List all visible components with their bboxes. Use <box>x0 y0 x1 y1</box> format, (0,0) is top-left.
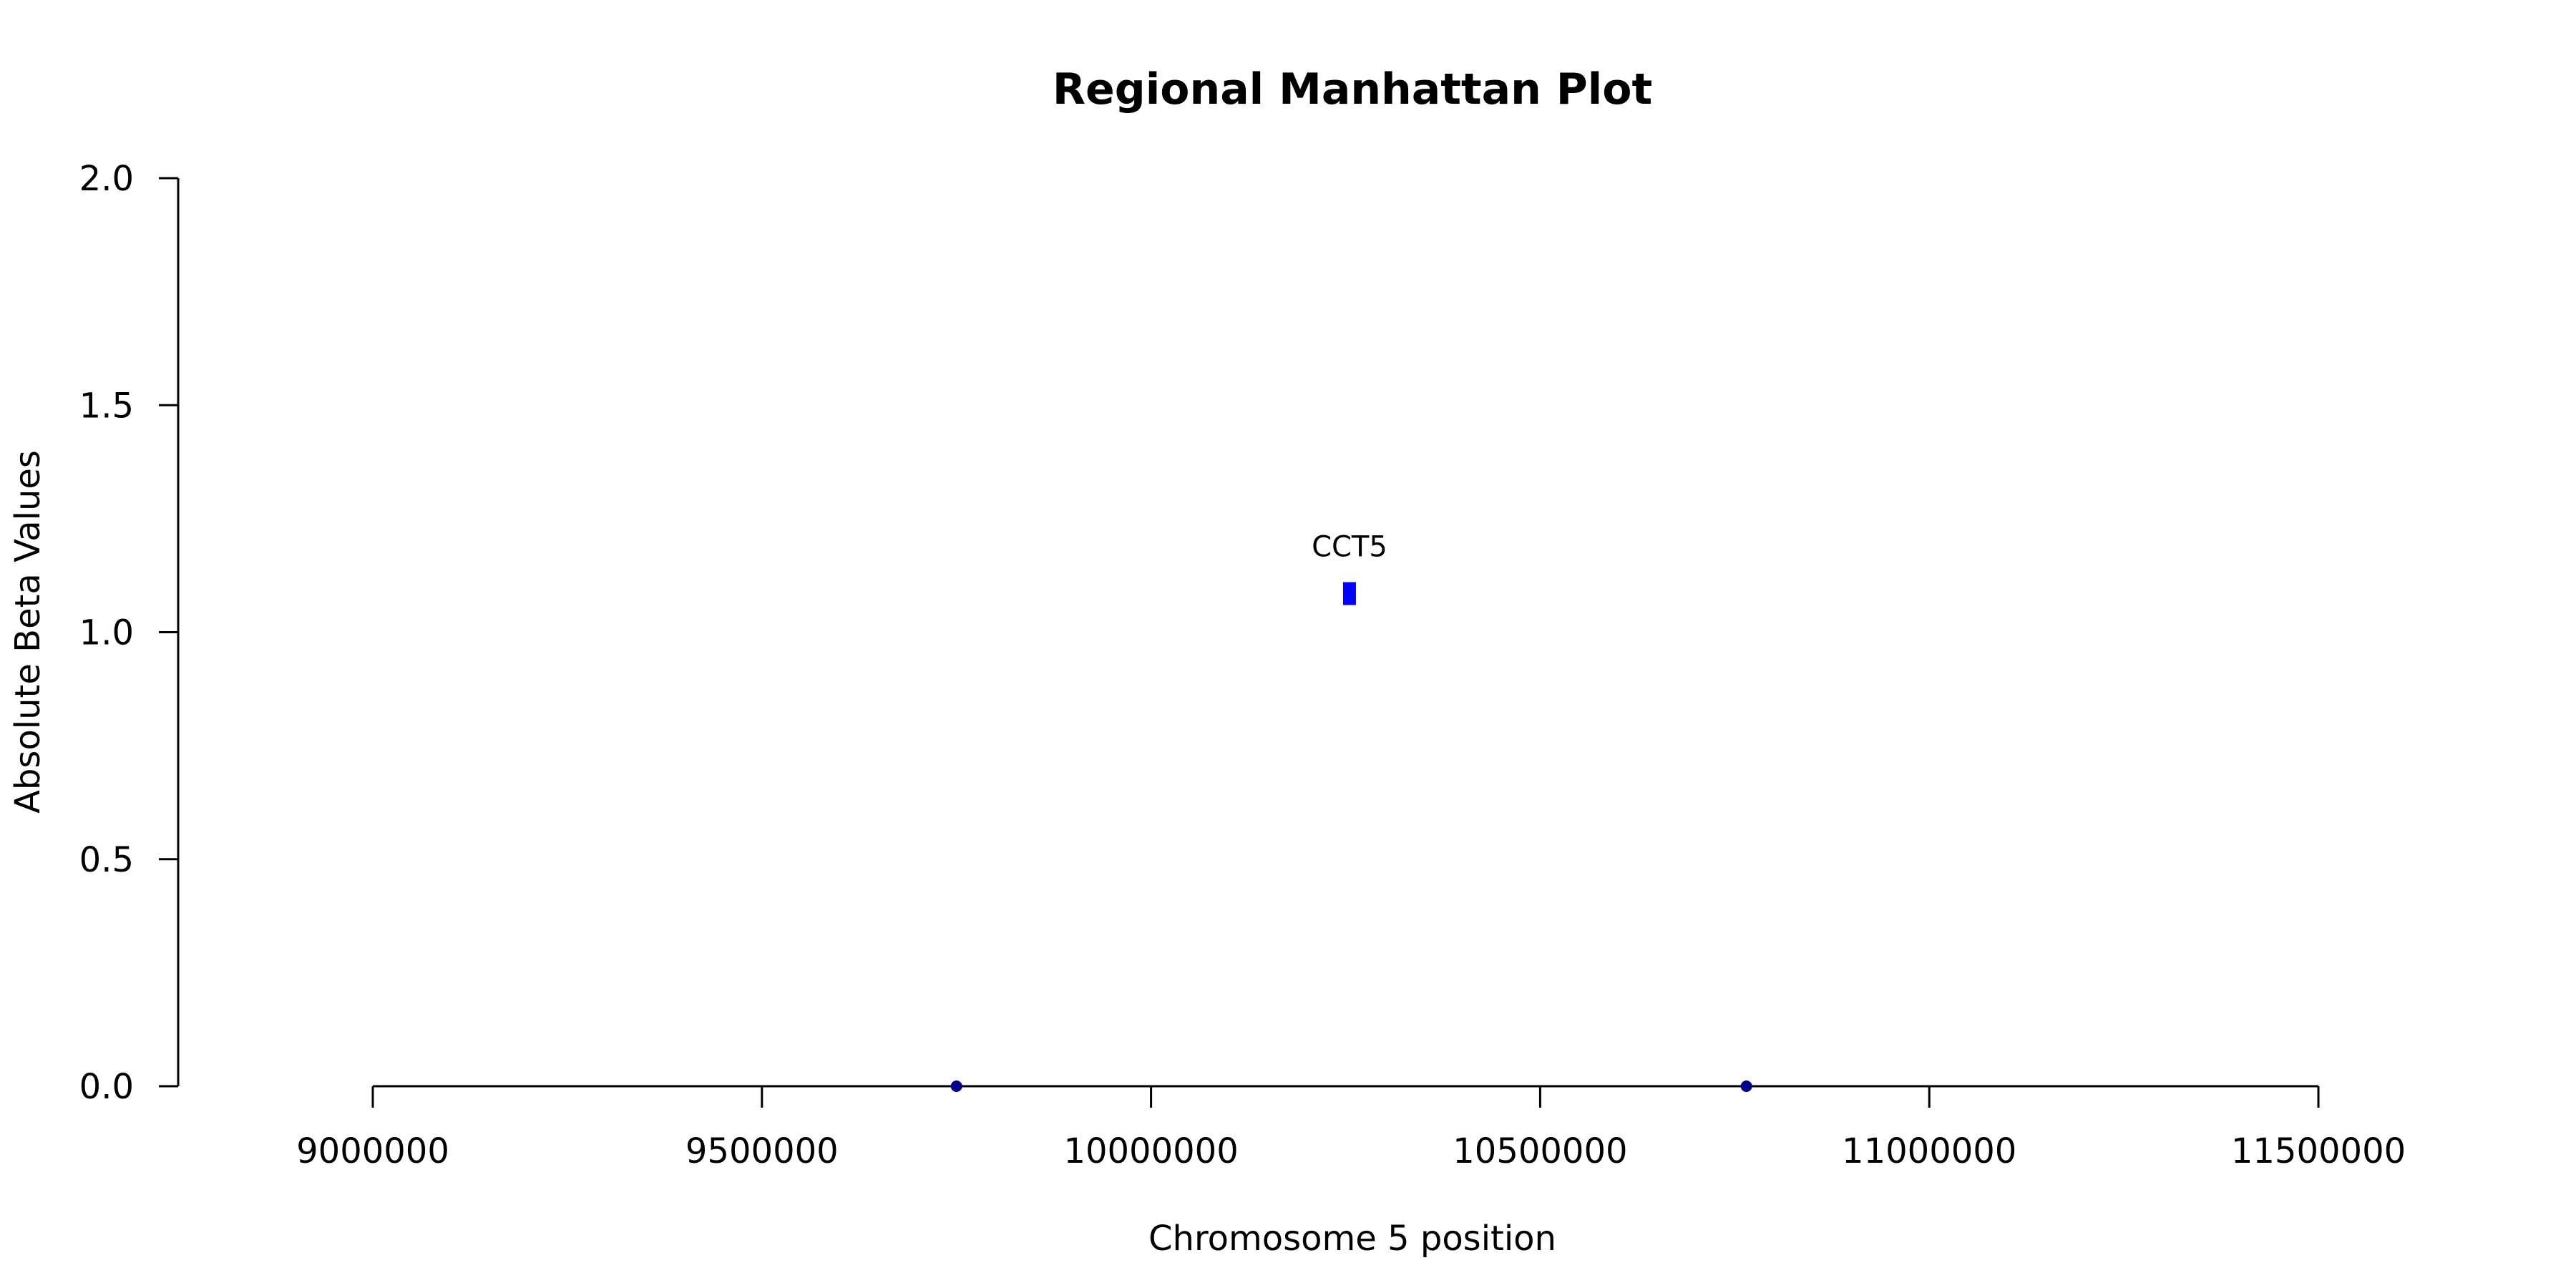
highlight-group: CCT5 <box>1312 531 1387 605</box>
highlight-label: CCT5 <box>1312 531 1387 564</box>
data-point <box>950 1080 962 1092</box>
x-axis-label: Chromosome 5 position <box>1148 1219 1556 1259</box>
x-tick-label: 11500000 <box>2231 1131 2406 1171</box>
y-axis-ticks: 0.0 0.5 1.0 1.5 2.0 <box>79 159 178 1107</box>
y-tick-label: 0.5 <box>79 840 134 880</box>
y-tick-label: 1.0 <box>79 613 134 653</box>
x-tick-label: 11000000 <box>1842 1131 2016 1171</box>
chart-title: Regional Manhattan Plot <box>1053 64 1652 114</box>
highlight-point <box>1342 582 1356 605</box>
y-tick-label: 1.5 <box>79 386 134 426</box>
x-tick-label: 10500000 <box>1453 1131 1627 1171</box>
x-axis-ticks: 9000000 9500000 10000000 10500000 11000000 11… <box>296 1086 2406 1171</box>
y-axis-label: Absolute Beta Values <box>8 450 48 814</box>
x-tick-label: 9000000 <box>296 1131 449 1171</box>
y-tick-label: 2.0 <box>79 159 134 199</box>
y-tick-label: 0.0 <box>79 1067 134 1107</box>
x-tick-label: 9500000 <box>686 1131 839 1171</box>
x-tick-label: 10000000 <box>1063 1131 1238 1171</box>
data-points <box>950 1080 1752 1092</box>
data-point <box>1740 1080 1752 1092</box>
